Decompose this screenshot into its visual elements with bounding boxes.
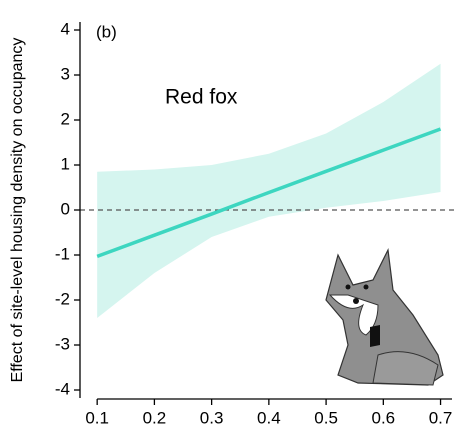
x-tick-label: 0.5 (314, 408, 338, 427)
y-tick-label: 2 (61, 109, 70, 128)
fox-illustration (325, 247, 444, 386)
y-tick-label: -3 (55, 334, 70, 353)
y-tick-label: -2 (55, 289, 70, 308)
y-tick-label: -4 (55, 379, 70, 398)
x-tick-label: 0.4 (257, 408, 281, 427)
plot-area: -4 -3 -2 -1 0 1 2 3 4 0.1 0.2 0.3 0.4 0.5 0.6 0.7 (55, 19, 458, 427)
x-tick-label: 0.2 (143, 408, 167, 427)
y-tick-label: 3 (61, 64, 70, 83)
x-tick-label: 0.6 (372, 408, 396, 427)
y-axis-label: Effect of site-level housing density on … (9, 38, 26, 383)
x-tick-label: 0.1 (85, 408, 109, 427)
chart-title: Red fox (165, 86, 238, 109)
x-tick-label: 0.7 (429, 408, 453, 427)
line (96, 127, 442, 258)
x-tick-label: 0.3 (200, 408, 224, 427)
panel-label: (b) (96, 22, 117, 41)
y-tick-label: 1 (61, 154, 70, 173)
y-tick-label: -1 (55, 244, 70, 263)
y-tick-label: 0 (61, 199, 70, 218)
y-tick-label: 4 (61, 19, 70, 38)
